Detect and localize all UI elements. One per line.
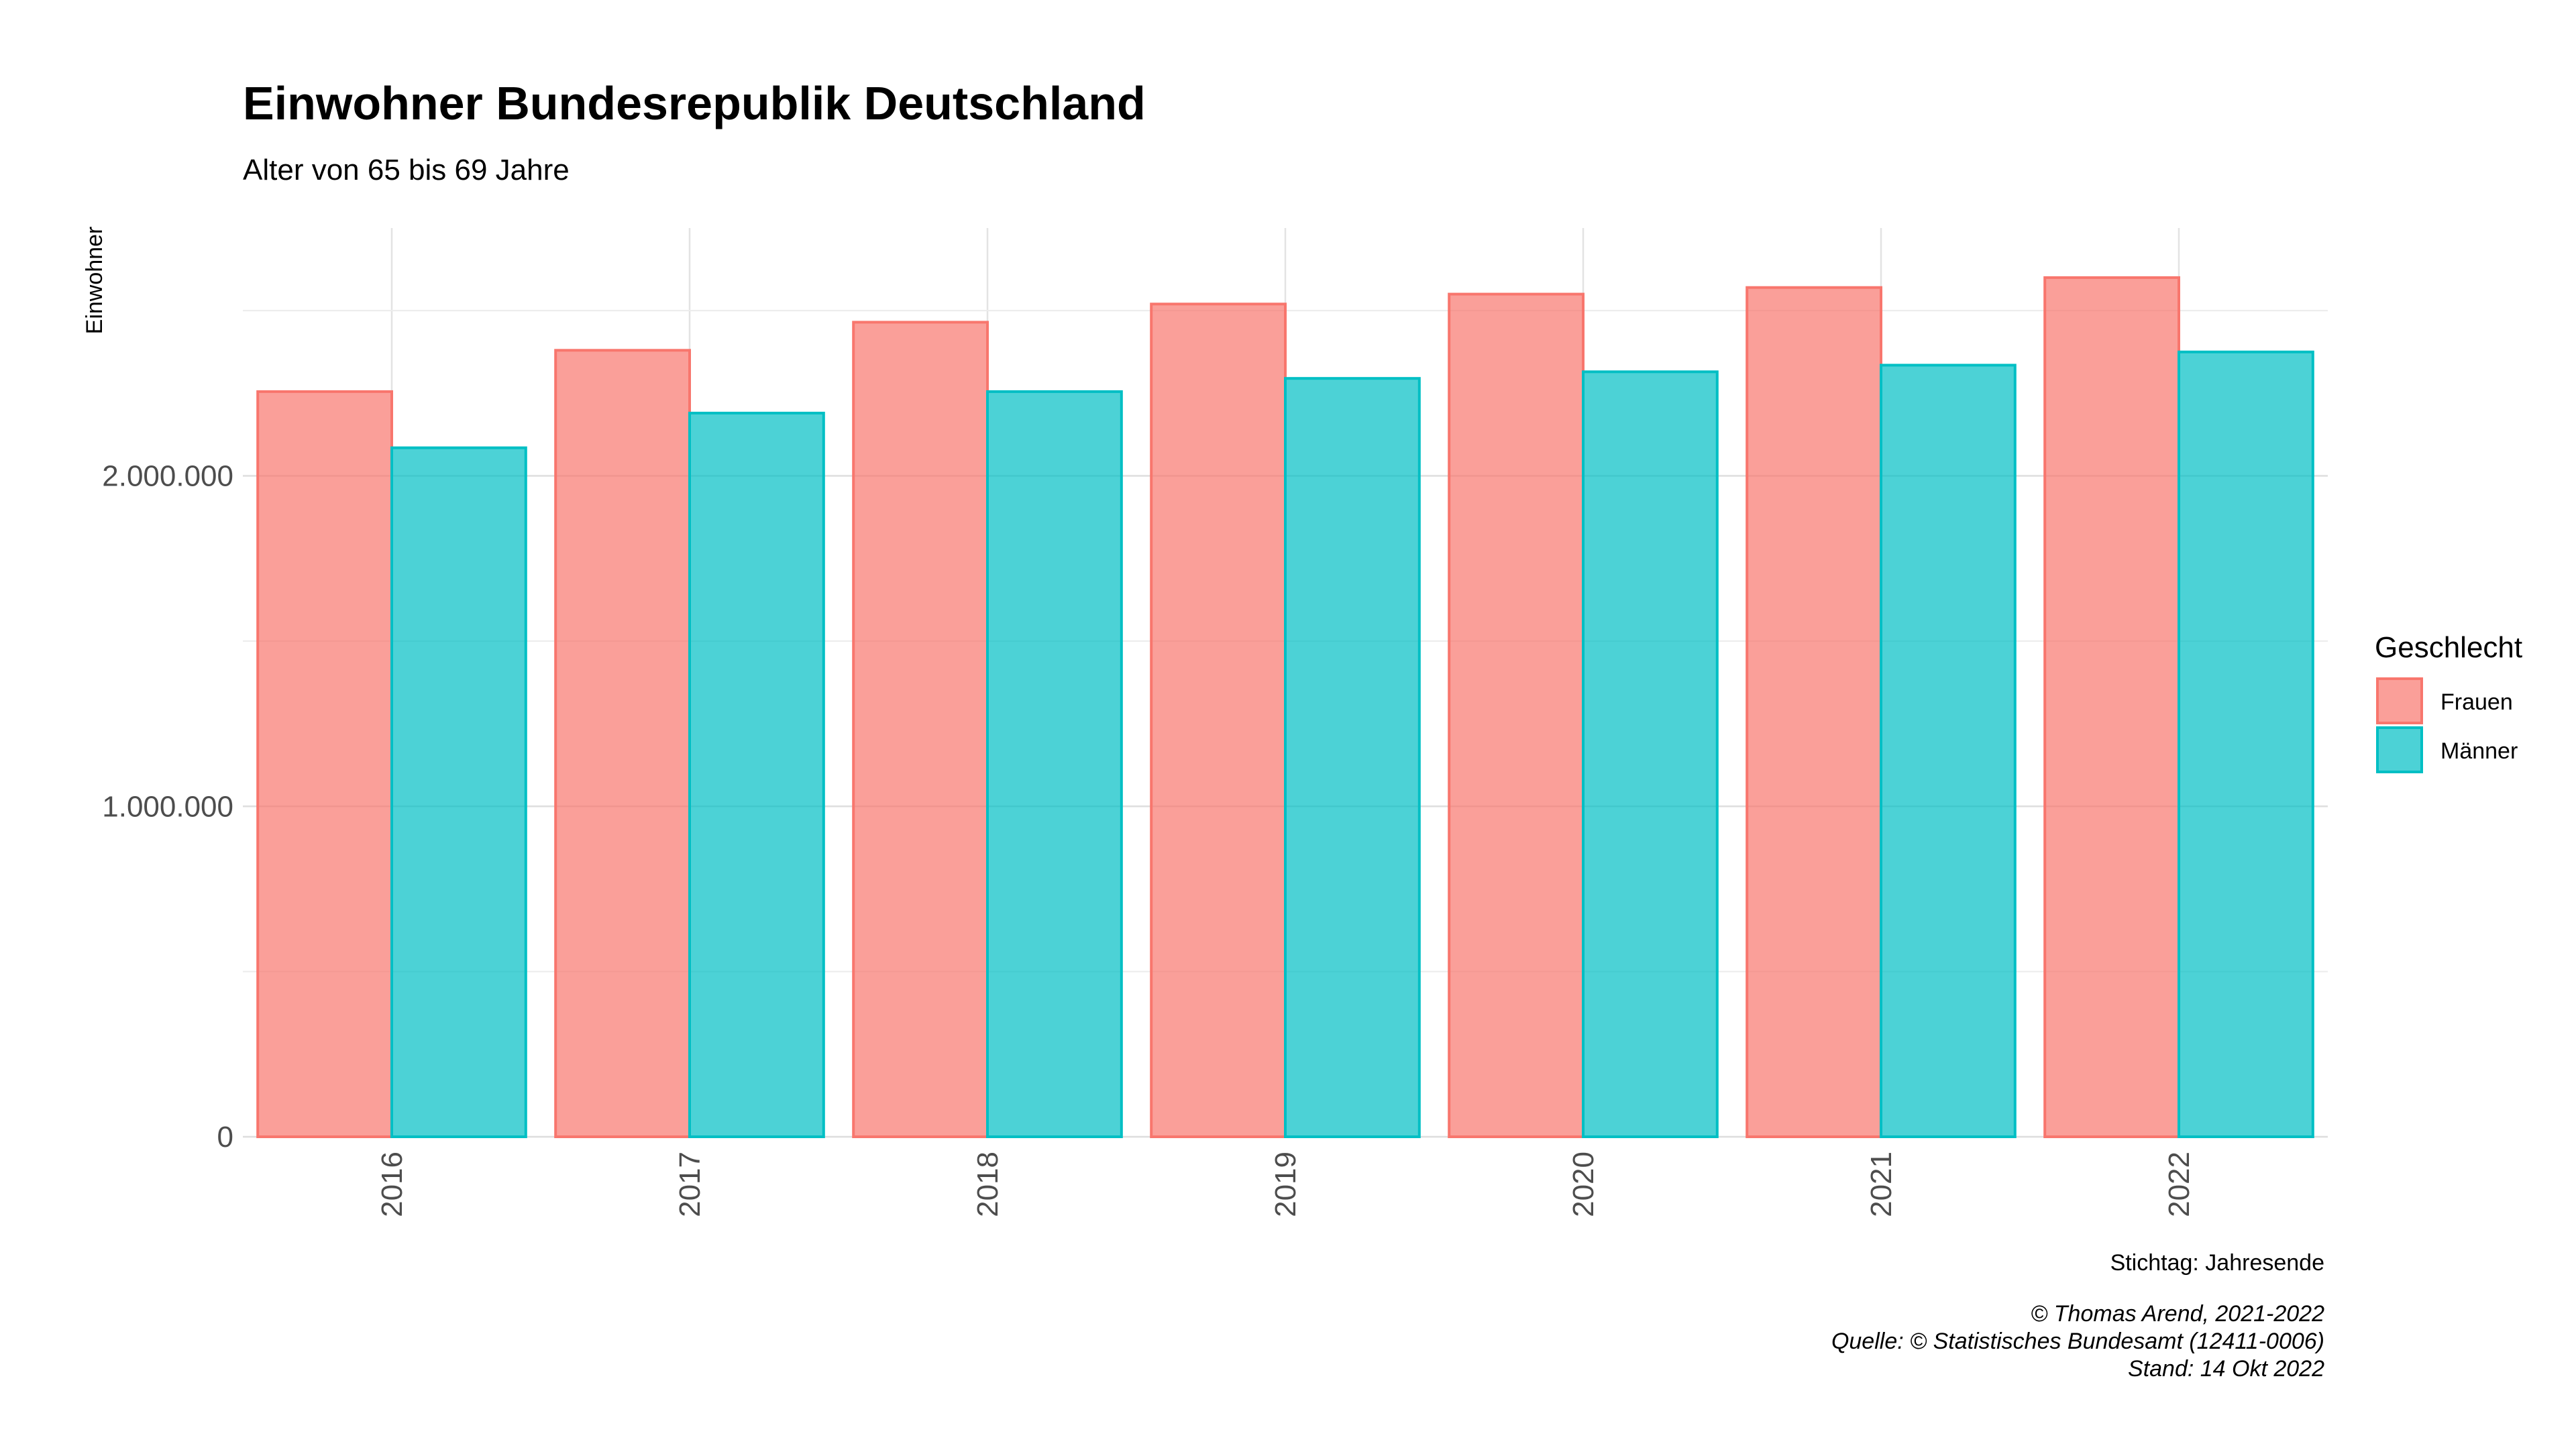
chart-title: Einwohner Bundesrepublik Deutschland bbox=[243, 77, 1146, 129]
x-tick-label: 2017 bbox=[674, 1152, 706, 1217]
bar-frauen-2018 bbox=[852, 321, 989, 1139]
legend-title: Geschlecht bbox=[2375, 631, 2522, 664]
caption-note: Stichtag: Jahresende bbox=[2110, 1250, 2324, 1276]
caption-date: Stand: 14 Okt 2022 bbox=[2128, 1356, 2324, 1382]
x-tick-label: 2016 bbox=[376, 1152, 409, 1217]
bar-frauen-2020 bbox=[1448, 292, 1585, 1139]
x-tick-label: 2022 bbox=[2163, 1152, 2196, 1217]
y-tick-label: 1.000.000 bbox=[102, 790, 233, 823]
bar-mnner-2017 bbox=[688, 411, 825, 1138]
x-tick-label: 2018 bbox=[971, 1152, 1004, 1217]
bar-frauen-2016 bbox=[256, 390, 394, 1138]
bar-frauen-2021 bbox=[1746, 286, 1882, 1138]
bars bbox=[256, 276, 2314, 1139]
bar-mnner-2018 bbox=[986, 390, 1123, 1138]
legend-items: Frauen Männer bbox=[2376, 677, 2518, 773]
y-tick-label: 2.000.000 bbox=[102, 460, 233, 493]
legend-label-mnner: Männer bbox=[2440, 738, 2518, 764]
x-tick-label: 2020 bbox=[1567, 1152, 1600, 1217]
legend-label-frauen: Frauen bbox=[2440, 689, 2513, 715]
y-tick-label: 0 bbox=[217, 1121, 233, 1154]
caption-copyright: © Thomas Arend, 2021-2022 bbox=[2031, 1301, 2324, 1327]
legend: Geschlecht Frauen Männer bbox=[2375, 631, 2522, 773]
y-axis-label: Einwohner bbox=[82, 227, 107, 335]
x-tick-label: 2021 bbox=[1865, 1152, 1898, 1217]
legend-swatch-mnner bbox=[2376, 726, 2423, 773]
bar-frauen-2017 bbox=[554, 349, 692, 1138]
bar-mnner-2020 bbox=[1582, 370, 1719, 1139]
y-axis-ticks: 0 1.000.000 2.000.000 bbox=[102, 460, 233, 1154]
caption-source: Quelle: © Statistisches Bundesamt (12411… bbox=[1831, 1329, 2324, 1354]
chart-subtitle: Alter von 65 bis 69 Jahre bbox=[243, 154, 570, 186]
bar-mnner-2016 bbox=[390, 446, 527, 1138]
bar-mnner-2019 bbox=[1284, 377, 1421, 1138]
x-tick-label: 2019 bbox=[1269, 1152, 1302, 1217]
bar-frauen-2019 bbox=[1150, 302, 1287, 1138]
legend-swatch-frauen bbox=[2376, 677, 2423, 724]
x-axis-ticks: 2016 2017 2018 2019 2020 2021 2022 bbox=[376, 1152, 2196, 1217]
bar-frauen-2022 bbox=[2043, 276, 2180, 1139]
bar-mnner-2021 bbox=[1880, 364, 2017, 1138]
bar-mnner-2022 bbox=[2178, 350, 2314, 1138]
